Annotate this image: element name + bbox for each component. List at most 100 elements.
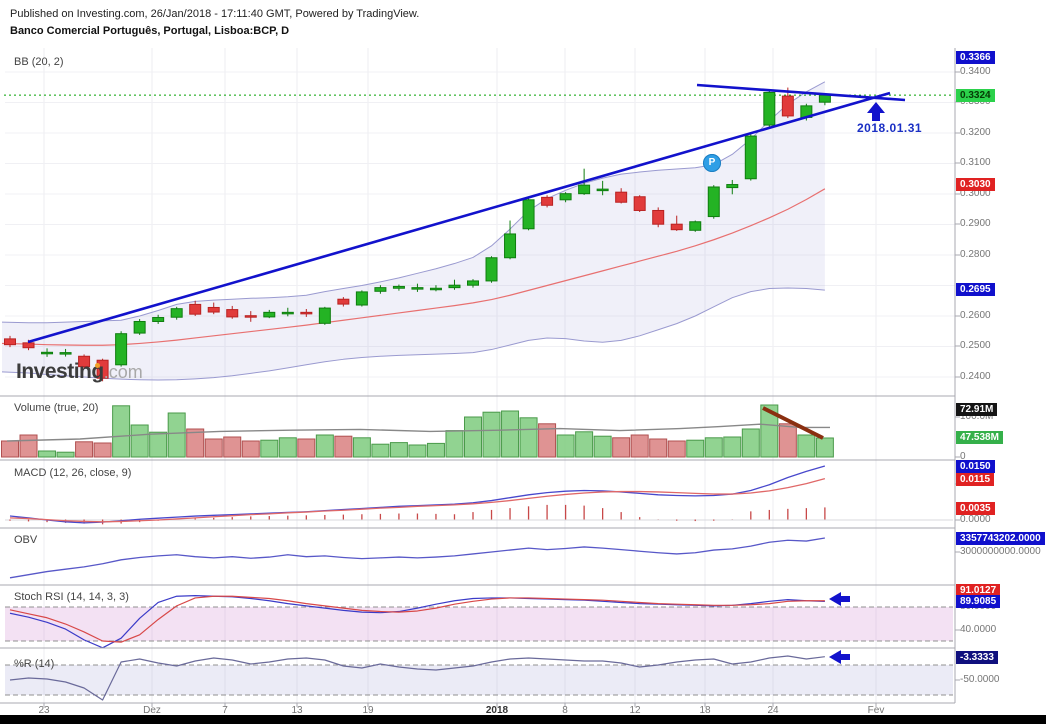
volume-bar xyxy=(93,442,112,458)
price-tick-label: -50.0000 xyxy=(960,674,1000,685)
candle-body xyxy=(374,287,387,292)
axis-value-badge: 0.0035 xyxy=(956,501,995,515)
candle-body xyxy=(189,303,202,315)
volume-bar xyxy=(686,439,705,458)
candle-body xyxy=(670,223,683,231)
price-tick-label: 0.3100 xyxy=(960,157,991,168)
volume-bar xyxy=(389,442,408,458)
volume-bar xyxy=(501,410,520,458)
price-tick-label: 0.2800 xyxy=(960,249,991,260)
time-axis-label: 8 xyxy=(562,705,568,716)
candle-body xyxy=(615,191,628,203)
investing-logo: Investing.com xyxy=(16,360,143,384)
volume-bar xyxy=(260,439,279,458)
indicator-label-stoch: Stoch RSI (14, 14, 3, 3) xyxy=(14,591,129,603)
volume-bar xyxy=(56,451,75,458)
investing-logo-text: Investing xyxy=(16,360,104,383)
candle-body xyxy=(652,209,665,225)
bollinger-lower-line xyxy=(1,287,825,381)
left-arrow-icon xyxy=(829,650,850,664)
volume-bar xyxy=(408,444,427,458)
wr-band-fill xyxy=(5,665,953,695)
candle-body xyxy=(522,199,535,230)
descending-trendline xyxy=(696,83,906,102)
volume-bar xyxy=(19,434,38,458)
candle-body xyxy=(318,307,331,324)
candle-body xyxy=(59,352,72,355)
ascending-trendline xyxy=(27,91,891,344)
volume-bar xyxy=(112,405,131,458)
volume-bar xyxy=(556,434,575,458)
bollinger-band-fill xyxy=(2,81,825,381)
time-axis-label: 12 xyxy=(629,705,641,716)
volume-bar xyxy=(241,440,260,458)
volume-bar xyxy=(223,436,242,458)
obv-line xyxy=(9,537,825,579)
volume-bar xyxy=(723,436,742,458)
bollinger-upper-line xyxy=(1,81,826,324)
volume-bar xyxy=(371,443,390,458)
volume-bar xyxy=(352,437,371,458)
candle-body xyxy=(429,287,442,291)
candle-body xyxy=(504,233,517,259)
stoch-band-fill xyxy=(5,607,953,642)
stoch-d-line xyxy=(9,595,825,643)
candle-body xyxy=(411,287,424,290)
price-tick-label: 3000000000.0000 xyxy=(960,546,1041,557)
candle-body xyxy=(559,193,572,201)
axis-value-badge: 91.0127 xyxy=(956,583,1001,597)
price-tick-label: 0.2500 xyxy=(960,340,991,351)
volume-bar xyxy=(130,424,149,458)
volume-bar xyxy=(334,435,353,458)
volume-bar xyxy=(445,430,464,458)
time-axis-label: 19 xyxy=(362,705,374,716)
axis-value-badge: 0.3324 xyxy=(956,88,995,102)
volume-bar xyxy=(464,416,482,458)
indicator-label-macd: MACD (12, 26, close, 9) xyxy=(14,467,132,479)
candle-body xyxy=(818,94,831,103)
volume-bar xyxy=(815,437,834,458)
candle-body xyxy=(689,221,702,231)
candle-body xyxy=(4,338,16,346)
candle-body xyxy=(633,196,646,211)
volume-bar xyxy=(593,435,612,458)
axis-value-badge: 89.9085 xyxy=(956,594,1001,608)
wr-line xyxy=(9,655,825,701)
axis-value-badge: 47.538M xyxy=(956,430,1003,444)
candle-body xyxy=(207,306,220,313)
volume-bar xyxy=(704,437,723,458)
price-tick-label: 0.3000 xyxy=(960,188,991,199)
axis-value-badge: 0.3366 xyxy=(956,50,995,64)
volume-bar xyxy=(519,417,538,458)
candle-body xyxy=(244,315,257,318)
candle-body xyxy=(152,317,165,322)
time-axis-label: 23 xyxy=(38,705,50,716)
volume-bar xyxy=(778,423,797,458)
axis-value-badge: 0.0150 xyxy=(956,459,995,473)
candle-body xyxy=(337,298,350,305)
time-axis-label: 2018 xyxy=(485,705,509,716)
instrument-title: Banco Comercial Português, Portugal, Lis… xyxy=(10,25,290,37)
candle-body xyxy=(41,351,54,355)
candle-body xyxy=(392,285,405,289)
volume-bar xyxy=(667,440,686,458)
indicator-label-volume: Volume (true, 20) xyxy=(14,402,99,414)
price-tick-label: 0.3200 xyxy=(960,127,991,138)
volume-bar xyxy=(612,437,631,458)
volume-bar xyxy=(149,431,168,458)
investing-logo-tld: .com xyxy=(103,362,143,382)
candle-body xyxy=(281,311,294,315)
candle-body xyxy=(355,291,368,306)
volume-bar xyxy=(538,423,557,458)
volume-bar xyxy=(315,434,334,458)
price-tick-label: 0.3300 xyxy=(960,96,991,107)
p-event-marker[interactable]: P xyxy=(703,154,721,172)
published-line: Published on Investing.com, 26/Jan/2018 … xyxy=(10,8,420,20)
macd-line xyxy=(9,465,826,524)
left-arrow-icon xyxy=(829,592,850,606)
candle-body xyxy=(467,280,479,286)
volume-bar xyxy=(38,450,57,458)
investing-logo-dot-icon xyxy=(95,363,100,368)
